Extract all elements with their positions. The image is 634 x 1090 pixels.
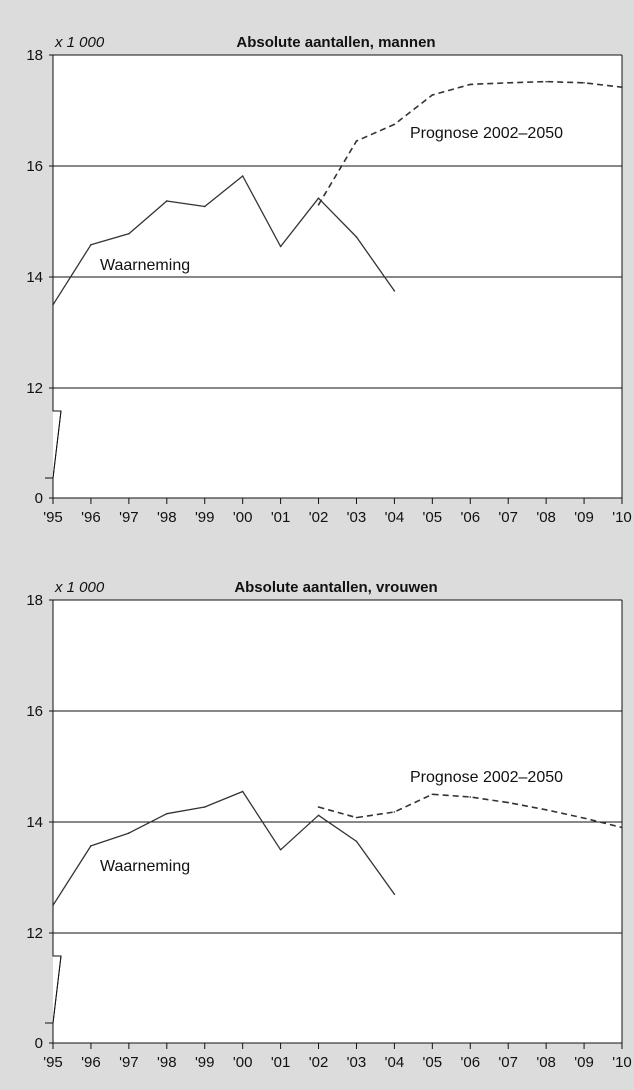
- annotation-waarneming: Waarneming: [100, 257, 190, 274]
- x-tick-label: '98: [157, 509, 177, 526]
- data-point: [355, 840, 358, 843]
- y-tick-label: 14: [26, 269, 43, 286]
- y-tick-label: 0: [35, 490, 43, 507]
- data-point: [279, 848, 282, 851]
- x-tick-label: '07: [498, 1054, 518, 1071]
- x-tick-label: '99: [195, 509, 215, 526]
- axis-break-gap: [45, 957, 53, 1022]
- data-point: [166, 812, 168, 815]
- series-line-prognose: [318, 793, 623, 829]
- data-point: [317, 204, 320, 206]
- x-tick-label: '02: [309, 509, 329, 526]
- data-point: [507, 801, 510, 804]
- annotation-prognose: Prognose 2002–2050: [410, 769, 563, 786]
- x-tick-label: '00: [233, 509, 253, 526]
- y-tick-label: 12: [26, 380, 43, 397]
- x-tick-label: '01: [271, 509, 291, 526]
- unit-label: x 1 000: [54, 34, 105, 51]
- data-point: [621, 826, 623, 829]
- x-tick-label: '01: [271, 1054, 291, 1071]
- x-tick-label: '08: [536, 1054, 556, 1071]
- data-point: [393, 811, 396, 813]
- y-tick-label: 0: [35, 1035, 43, 1052]
- data-point: [507, 81, 510, 84]
- data-point: [241, 790, 244, 793]
- x-tick-label: '04: [385, 509, 405, 526]
- data-point: [90, 845, 92, 847]
- data-point: [393, 893, 396, 895]
- data-point: [545, 808, 547, 811]
- axis-break-gap: [45, 412, 53, 477]
- data-point: [90, 244, 92, 246]
- x-tick-label: '05: [423, 1054, 443, 1071]
- data-point: [583, 81, 585, 84]
- data-point: [431, 793, 434, 796]
- chart-title: Absolute aantallen, mannen: [236, 34, 435, 51]
- series-line-waarneming: [52, 790, 395, 906]
- x-tick-label: '05: [423, 509, 443, 526]
- data-point: [52, 904, 54, 907]
- data-point: [393, 123, 396, 126]
- x-tick-label: '10: [612, 1054, 632, 1071]
- x-tick-label: '08: [536, 509, 556, 526]
- data-point: [52, 303, 54, 306]
- data-point: [621, 86, 623, 88]
- data-point: [393, 290, 396, 292]
- data-point: [317, 814, 320, 817]
- data-point: [469, 796, 472, 798]
- chart-mannen: 0 12 14 16 18 '95 '96 '97 '98 '99 '00 '01 '02 '03 '04 '…: [26, 34, 632, 526]
- data-point: [317, 806, 320, 808]
- data-point: [355, 816, 358, 819]
- data-point: [469, 83, 472, 86]
- x-tick-label: '03: [347, 509, 367, 526]
- annotation-waarneming: Waarneming: [100, 858, 190, 875]
- data-point: [203, 205, 206, 208]
- y-tick-label: 16: [26, 703, 43, 720]
- y-tick-label: 18: [26, 592, 43, 609]
- x-tick-label: '09: [574, 1054, 594, 1071]
- chart-vrouwen: 0 12 14 16 18 '95 '96 '97 '98 '99 '00 '01 '02 '03 '04 '…: [26, 579, 632, 1071]
- data-point: [583, 817, 585, 819]
- data-point: [355, 140, 358, 142]
- x-tick-label: '95: [43, 1054, 63, 1071]
- unit-label: x 1 000: [54, 579, 105, 596]
- x-tick-label: '10: [612, 509, 632, 526]
- x-tick-label: '97: [119, 1054, 139, 1071]
- y-tick-label: 12: [26, 925, 43, 942]
- data-point: [128, 232, 130, 235]
- data-point: [241, 175, 244, 177]
- x-tick-label: '04: [385, 1054, 405, 1071]
- x-tick-label: '95: [43, 509, 63, 526]
- x-tick-label: '03: [347, 1054, 367, 1071]
- x-tick-label: '96: [81, 1054, 101, 1071]
- x-tick-label: '99: [195, 1054, 215, 1071]
- data-point: [431, 94, 434, 96]
- data-point: [279, 245, 282, 248]
- x-tick-label: '97: [119, 509, 139, 526]
- axis-break-mark: [52, 410, 62, 479]
- x-tick-label: '09: [574, 509, 594, 526]
- y-tick-label: 16: [26, 158, 43, 175]
- data-point: [317, 197, 320, 199]
- axis-break-mark: [52, 955, 62, 1024]
- y-tick-label: 18: [26, 47, 43, 64]
- chart-title: Absolute aantallen, vrouwen: [234, 579, 437, 596]
- x-tick-label: '06: [460, 1054, 480, 1071]
- annotation-prognose: Prognose 2002–2050: [410, 125, 563, 142]
- x-tick-label: '06: [460, 509, 480, 526]
- x-tick-label: '98: [157, 1054, 177, 1071]
- x-tick-label: '07: [498, 509, 518, 526]
- y-tick-label: 14: [26, 814, 43, 831]
- x-tick-label: '96: [81, 509, 101, 526]
- data-point: [355, 236, 358, 238]
- data-point: [203, 806, 206, 808]
- series-line-waarneming: [52, 175, 395, 306]
- data-point: [166, 200, 168, 202]
- x-tick-label: '02: [309, 1054, 329, 1071]
- data-point: [128, 832, 130, 834]
- x-tick-label: '00: [233, 1054, 253, 1071]
- data-point: [545, 80, 547, 83]
